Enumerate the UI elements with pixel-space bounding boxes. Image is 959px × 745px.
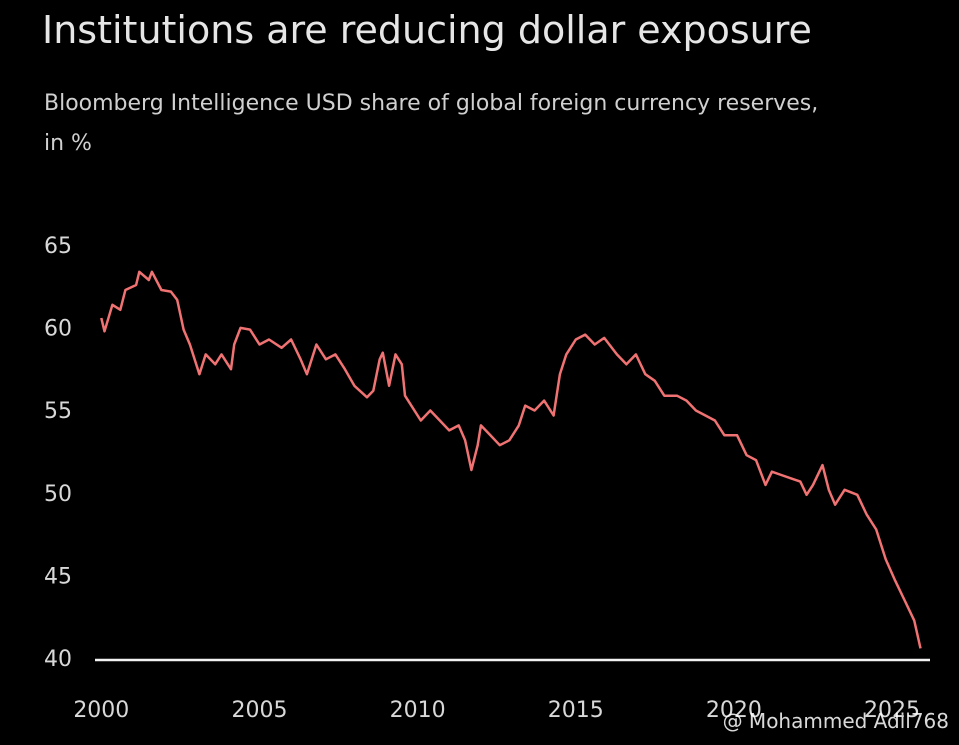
x-tick-label: 2025 <box>864 698 920 723</box>
y-tick-label: 50 <box>44 482 72 507</box>
y-tick-label: 55 <box>44 399 72 424</box>
chart-subtitle: Bloomberg Intelligence USD share of glob… <box>44 91 819 156</box>
y-tick-label: 65 <box>44 234 72 259</box>
watermark: @ Mohammed Adil768 <box>722 709 949 733</box>
data-line <box>100 270 922 649</box>
y-tick-label: 60 <box>44 317 72 342</box>
chart-title: Institutions are reducing dollar exposur… <box>42 8 812 52</box>
x-tick-label: 2000 <box>73 698 129 723</box>
x-tick-label: 2020 <box>706 698 762 723</box>
x-tick-label: 2005 <box>231 698 287 723</box>
y-tick-label: 45 <box>44 564 72 589</box>
y-tick-label: 40 <box>44 647 72 672</box>
x-tick-label: 2010 <box>390 698 446 723</box>
x-tick-label: 2015 <box>548 698 604 723</box>
